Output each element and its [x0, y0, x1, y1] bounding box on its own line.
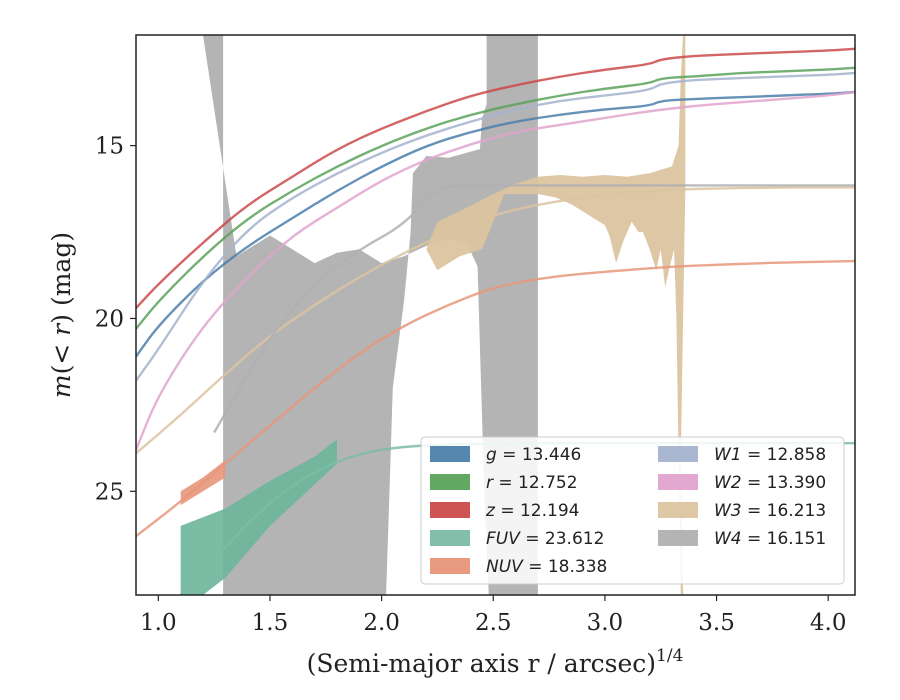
nuv-curve: [136, 259, 855, 538]
fuv-band: [180, 439, 337, 595]
w1-legend-label: W1 = 12.858: [714, 445, 826, 465]
x-tick-label: 4.0: [810, 610, 847, 636]
x-axis-title: (Semi-major axis r / arcsec)1/4: [307, 646, 684, 678]
x-tick-label: 3.5: [698, 610, 735, 636]
nuv-legend-swatch: [430, 558, 470, 574]
w1-legend-swatch: [658, 446, 698, 462]
w4-band: [203, 35, 538, 595]
z-curve: [136, 47, 855, 309]
x-tick-label: 2.5: [475, 610, 512, 636]
x-axis-ticks: 1.0 1.5 2.0 2.5 3.0 3.5 4.0: [140, 595, 846, 636]
z-legend-label: z = 12.194: [485, 501, 579, 521]
w3-curve: [136, 186, 855, 455]
w2-legend-label: W2 = 13.390: [714, 473, 826, 493]
y-tick-label: 20: [95, 306, 124, 332]
plot-frame: [135, 34, 856, 596]
x-tick-label: 2.0: [363, 610, 400, 636]
x-tick-label: 1.0: [140, 610, 177, 636]
nuv-legend-label: NUV = 18.338: [486, 557, 607, 577]
r-curve: [136, 66, 855, 330]
r-legend-swatch: [430, 474, 470, 490]
z-legend-swatch: [430, 502, 470, 518]
w2-curve: [136, 90, 855, 451]
w3-legend-swatch: [658, 502, 698, 518]
w4-legend-swatch: [658, 530, 698, 546]
y-axis-ticks: 15 20 25: [95, 134, 136, 505]
y-tick-label: 15: [95, 134, 124, 160]
legend: g = 13.446 r = 12.752 z = 12.194 FUV = 23.6…: [420, 436, 845, 585]
r-legend-label: r = 12.752: [486, 473, 578, 493]
y-tick-label: 25: [95, 479, 124, 505]
y-axis-title: mm((< r) (mag): [47, 232, 76, 398]
x-tick-label: 1.5: [252, 610, 289, 636]
g-legend-label: g = 13.446: [486, 445, 581, 465]
x-tick-label: 3.0: [587, 610, 624, 636]
w4-curve: [213, 184, 855, 434]
fuv-legend-swatch: [430, 530, 470, 546]
legend-box: [420, 436, 845, 585]
w4-legend-label: W4 = 16.151: [714, 529, 826, 549]
g-legend-swatch: [430, 446, 470, 462]
w2-legend-swatch: [658, 474, 698, 490]
w1-curve: [136, 71, 855, 382]
fuv-legend-label: FUV = 23.612: [486, 529, 604, 549]
g-curve: [136, 90, 855, 358]
w3-legend-label: W3 = 16.213: [714, 501, 826, 521]
